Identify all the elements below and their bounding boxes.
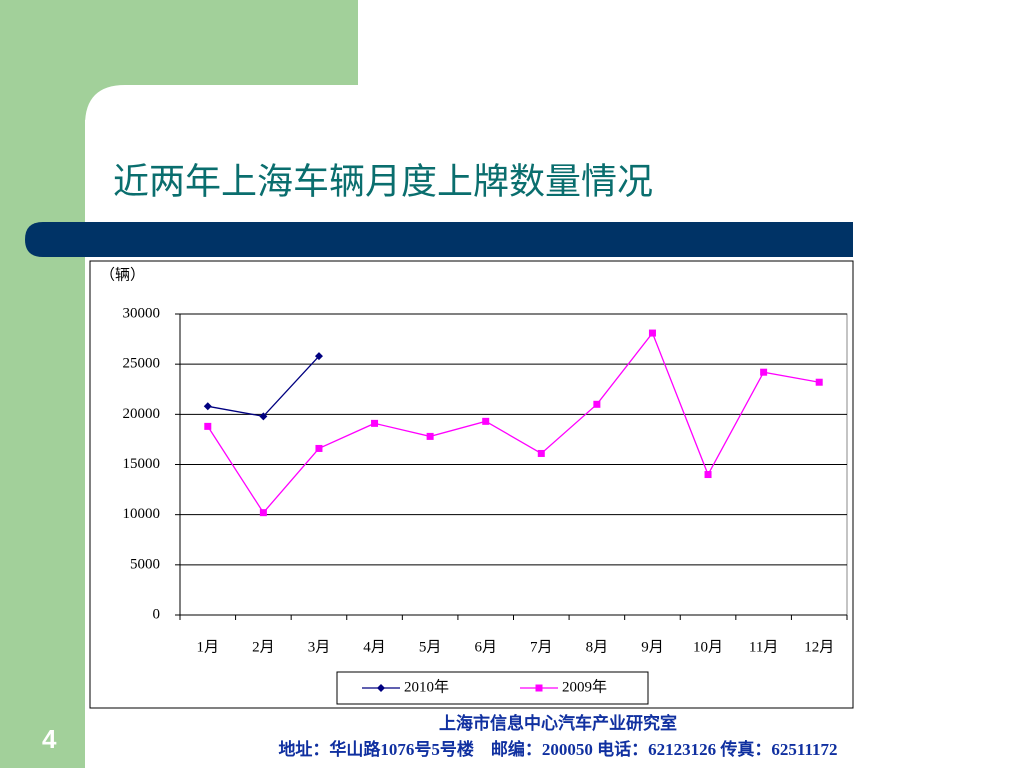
y-tick-label: 20000 [123, 406, 161, 422]
x-tick-label: 2月 [252, 639, 275, 655]
page-number: 4 [42, 724, 57, 754]
legend-marker [535, 684, 543, 692]
x-tick-label: 6月 [474, 639, 497, 655]
y-tick-label: 0 [153, 606, 161, 622]
data-point [203, 402, 212, 411]
title-bar [25, 222, 853, 257]
data-point [537, 449, 545, 457]
data-point [760, 368, 768, 376]
data-point [426, 432, 434, 440]
y-tick-label: 10000 [123, 506, 161, 522]
legend-label: 2010年 [404, 678, 449, 695]
data-point [648, 329, 656, 337]
y-tick-label: 15000 [123, 456, 161, 472]
slide-title: 近两年上海车辆月度上牌数量情况 [113, 161, 653, 201]
legend-label: 2009年 [562, 678, 607, 695]
data-point [315, 444, 323, 452]
data-point [371, 419, 379, 427]
data-point [314, 352, 323, 361]
green-strip [0, 0, 85, 768]
data-point [259, 412, 268, 421]
y-tick-label: 30000 [123, 305, 161, 321]
data-point [593, 400, 601, 408]
x-tick-label: 1月 [197, 639, 220, 655]
x-tick-label: 10月 [693, 639, 723, 655]
footer-org: 上海市信息中心汽车产业研究室 [439, 713, 677, 733]
data-point [482, 417, 490, 425]
series-line [207, 331, 820, 514]
x-tick-label: 9月 [641, 639, 664, 655]
legend-marker [377, 684, 385, 692]
y-axis-label: （辆） [100, 266, 145, 283]
x-tick-label: 3月 [308, 639, 331, 655]
data-point [815, 378, 823, 386]
footer-address: 地址：华山路1076号5号楼 邮编：200050 电话：62123126 传真：… [278, 739, 837, 759]
x-tick-label: 5月 [419, 639, 442, 655]
y-tick-label: 25000 [123, 356, 161, 372]
data-point [259, 509, 267, 517]
data-point [204, 422, 212, 430]
y-tick-label: 5000 [130, 556, 160, 572]
x-tick-label: 12月 [804, 639, 834, 655]
x-tick-label: 8月 [586, 639, 609, 655]
x-tick-label: 11月 [749, 639, 778, 655]
x-tick-label: 7月 [530, 639, 553, 655]
data-point [704, 471, 712, 479]
x-tick-label: 4月 [363, 639, 386, 655]
